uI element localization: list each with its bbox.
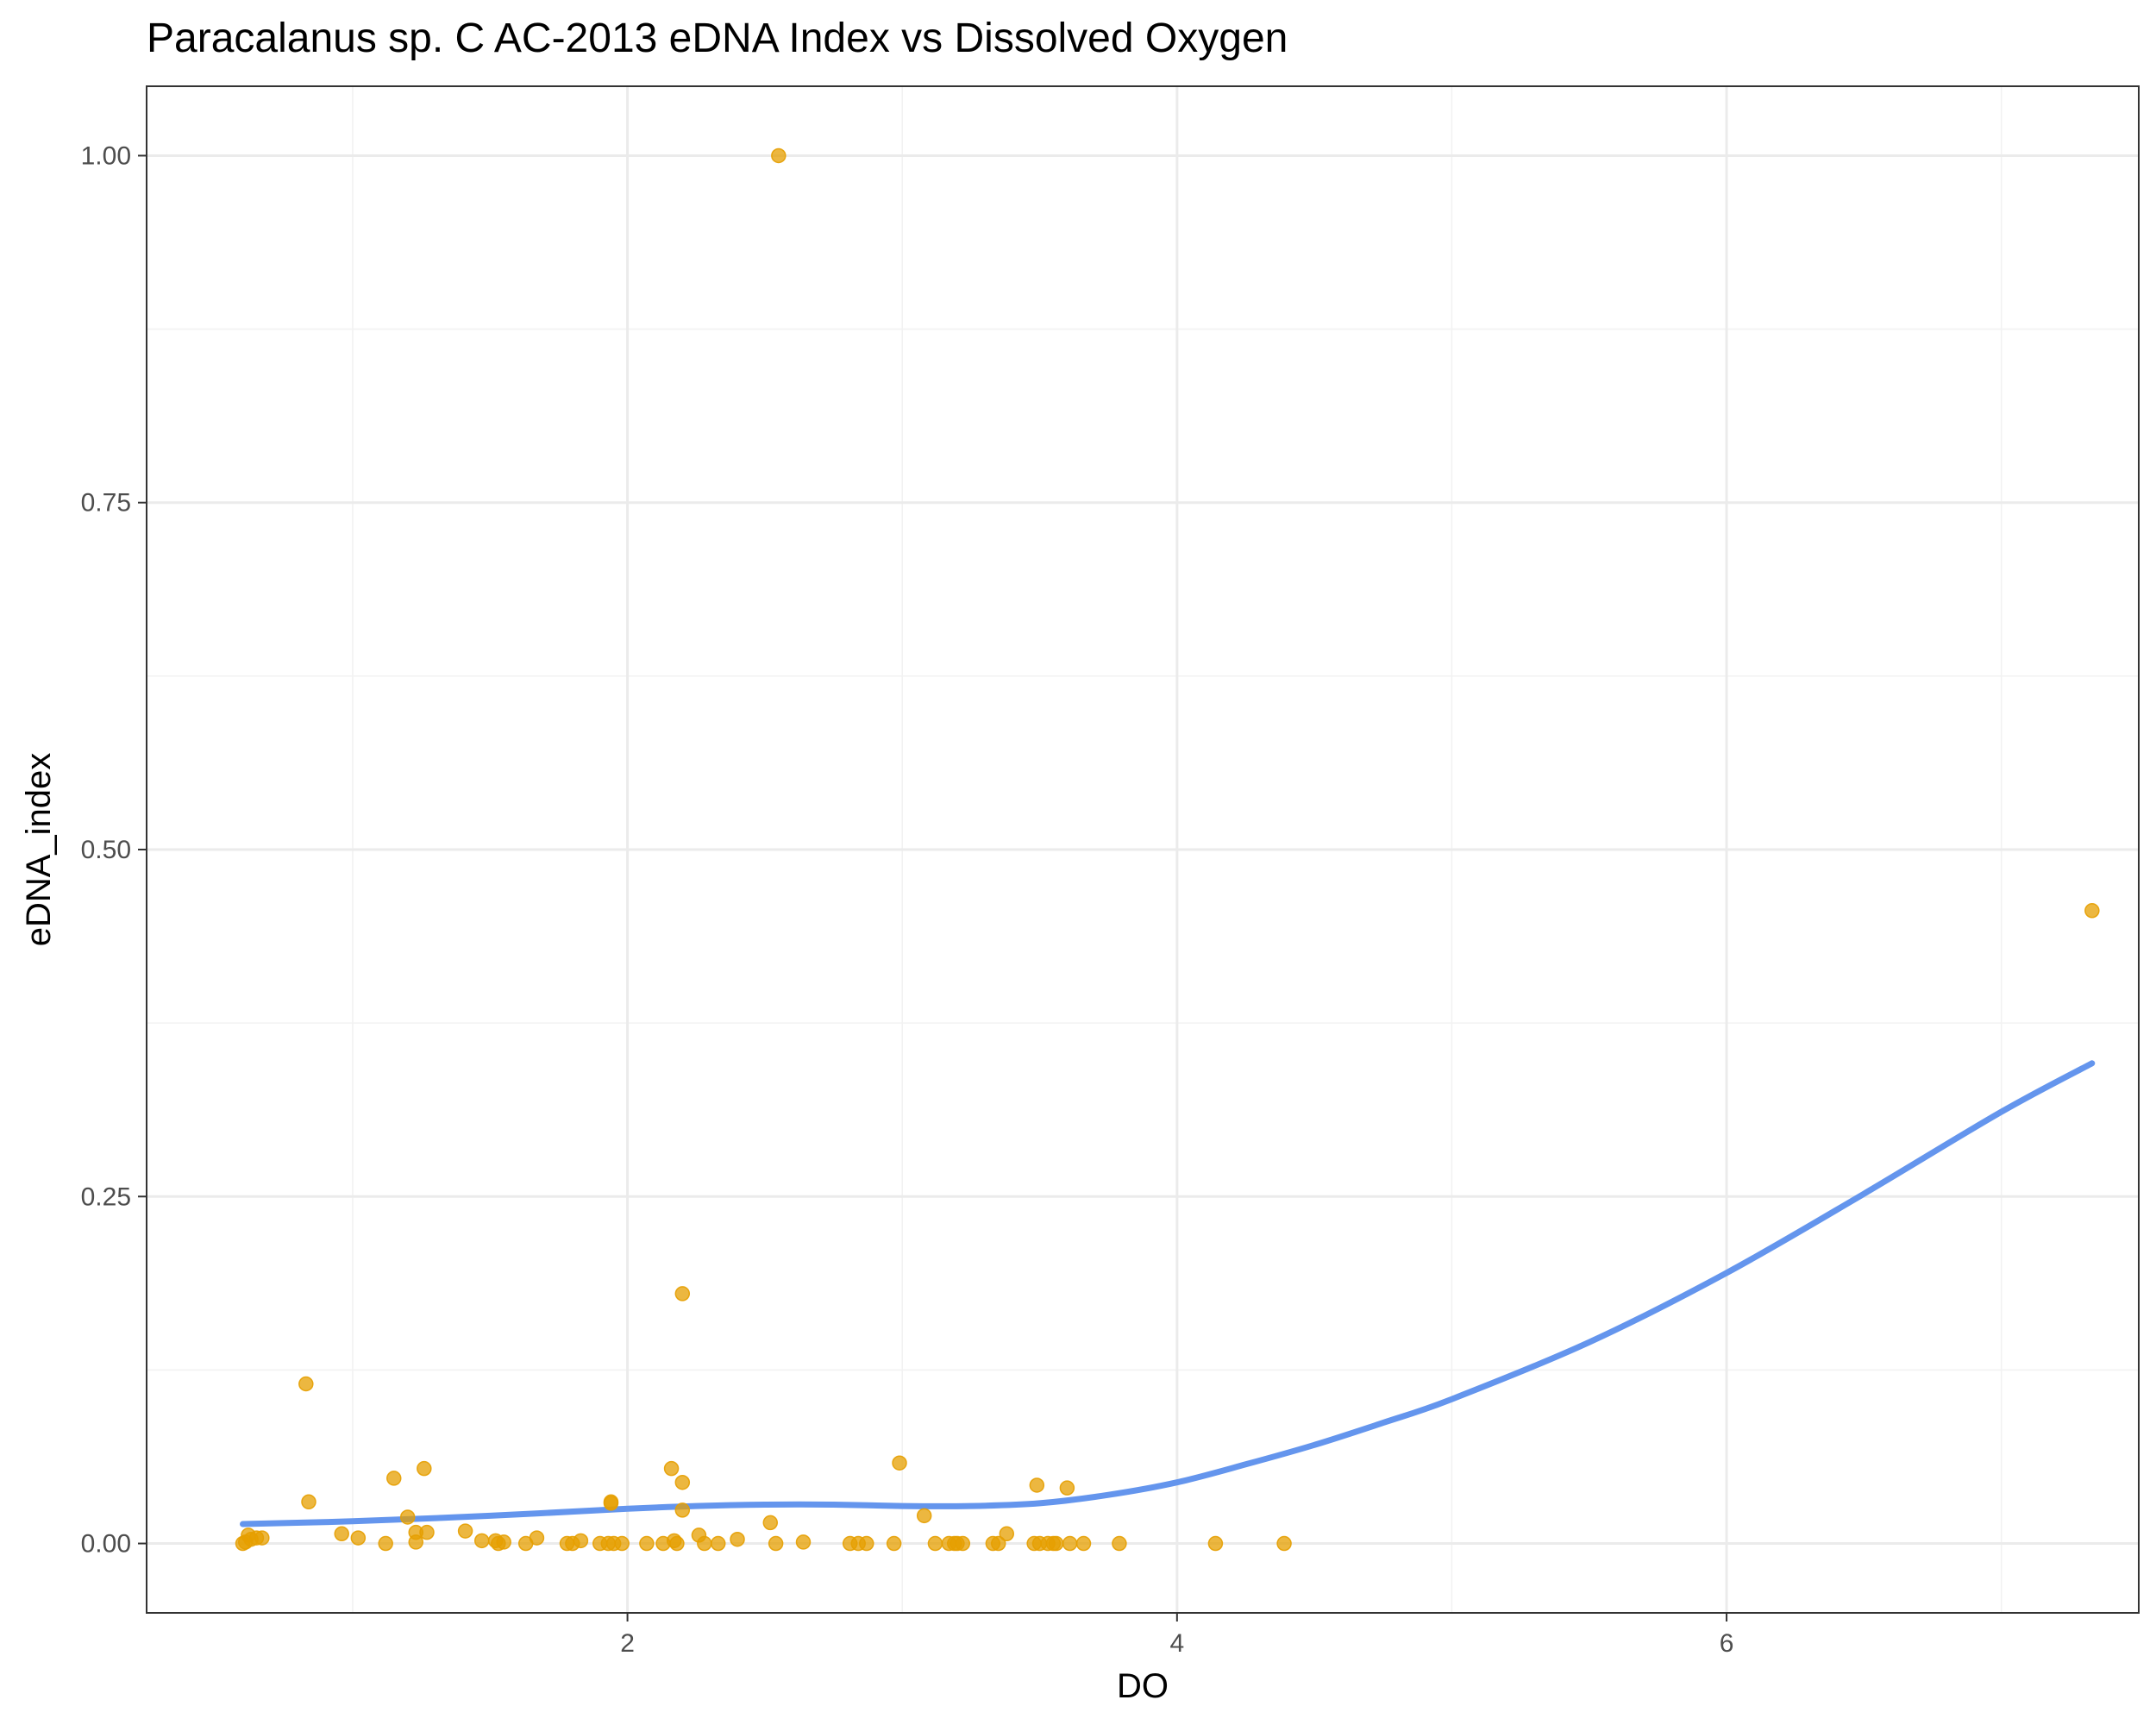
- data-point: [378, 1535, 393, 1552]
- x-tick-label: 4: [1169, 1629, 1184, 1658]
- data-point: [674, 1502, 691, 1518]
- data-point: [237, 1534, 254, 1550]
- data-point: [1276, 1535, 1292, 1552]
- data-point: [710, 1535, 726, 1552]
- data-point: [768, 1535, 784, 1552]
- data-point: [730, 1531, 745, 1547]
- data-point: [674, 1474, 691, 1490]
- data-point: [771, 147, 787, 164]
- data-point: [669, 1535, 685, 1552]
- y-tick-label: 0.00: [81, 1530, 131, 1559]
- data-point: [457, 1523, 473, 1539]
- y-tick-label: 0.75: [81, 489, 131, 518]
- x-axis-title: DO: [1117, 1667, 1169, 1705]
- data-point: [859, 1535, 874, 1552]
- data-point: [408, 1534, 423, 1550]
- chart-title: Paracalanus sp. C AC-2013 eDNA Index vs …: [147, 16, 1288, 61]
- data-point: [795, 1534, 812, 1550]
- data-point: [1029, 1477, 1045, 1493]
- data-point: [399, 1509, 416, 1525]
- data-point: [417, 1460, 432, 1477]
- data-point: [614, 1535, 630, 1552]
- plot-panel: [146, 85, 2140, 1614]
- data-point: [334, 1526, 349, 1542]
- y-axis: 0.00 0.25 0.50 0.75 1.00: [81, 141, 147, 1559]
- data-point: [573, 1533, 589, 1549]
- y-tick-label: 1.00: [81, 141, 131, 170]
- y-tick-label: 0.25: [81, 1182, 131, 1211]
- data-point: [1062, 1535, 1078, 1552]
- smooth-line-layer: [240, 1060, 2096, 1527]
- y-tick-label: 0.50: [81, 836, 131, 864]
- scatter-points: [235, 147, 2100, 1552]
- x-tick-label: 6: [1720, 1629, 1734, 1658]
- data-point: [2084, 903, 2100, 919]
- data-point: [473, 1533, 490, 1549]
- data-point: [1048, 1535, 1064, 1552]
- smooth-trend-line: [240, 1060, 2096, 1527]
- data-point: [916, 1508, 932, 1524]
- data-point: [301, 1494, 317, 1510]
- data-point: [254, 1530, 270, 1546]
- data-point: [762, 1515, 779, 1531]
- data-point: [529, 1530, 545, 1546]
- data-point: [892, 1455, 907, 1471]
- minor-gridlines: [147, 86, 2139, 1613]
- data-point: [1059, 1480, 1075, 1496]
- x-tick-label: 2: [620, 1629, 635, 1658]
- data-point: [1112, 1535, 1127, 1552]
- data-point: [990, 1535, 1006, 1552]
- data-point: [674, 1286, 691, 1302]
- data-point: [639, 1535, 655, 1552]
- data-point: [1207, 1535, 1224, 1552]
- data-point: [999, 1526, 1015, 1542]
- data-point: [496, 1534, 511, 1550]
- data-point: [1075, 1535, 1092, 1552]
- data-point: [419, 1524, 435, 1540]
- major-gridlines: [147, 86, 2139, 1613]
- data-point: [603, 1494, 619, 1510]
- data-point: [386, 1471, 402, 1486]
- x-axis: 2 4 6: [620, 1613, 1733, 1658]
- data-point: [886, 1535, 902, 1552]
- data-point: [955, 1535, 971, 1552]
- data-point: [350, 1530, 367, 1546]
- data-point: [663, 1460, 680, 1477]
- data-point: [927, 1535, 943, 1552]
- data-point: [697, 1535, 712, 1552]
- data-point: [298, 1376, 314, 1392]
- y-axis-title: eDNA_index: [20, 753, 58, 947]
